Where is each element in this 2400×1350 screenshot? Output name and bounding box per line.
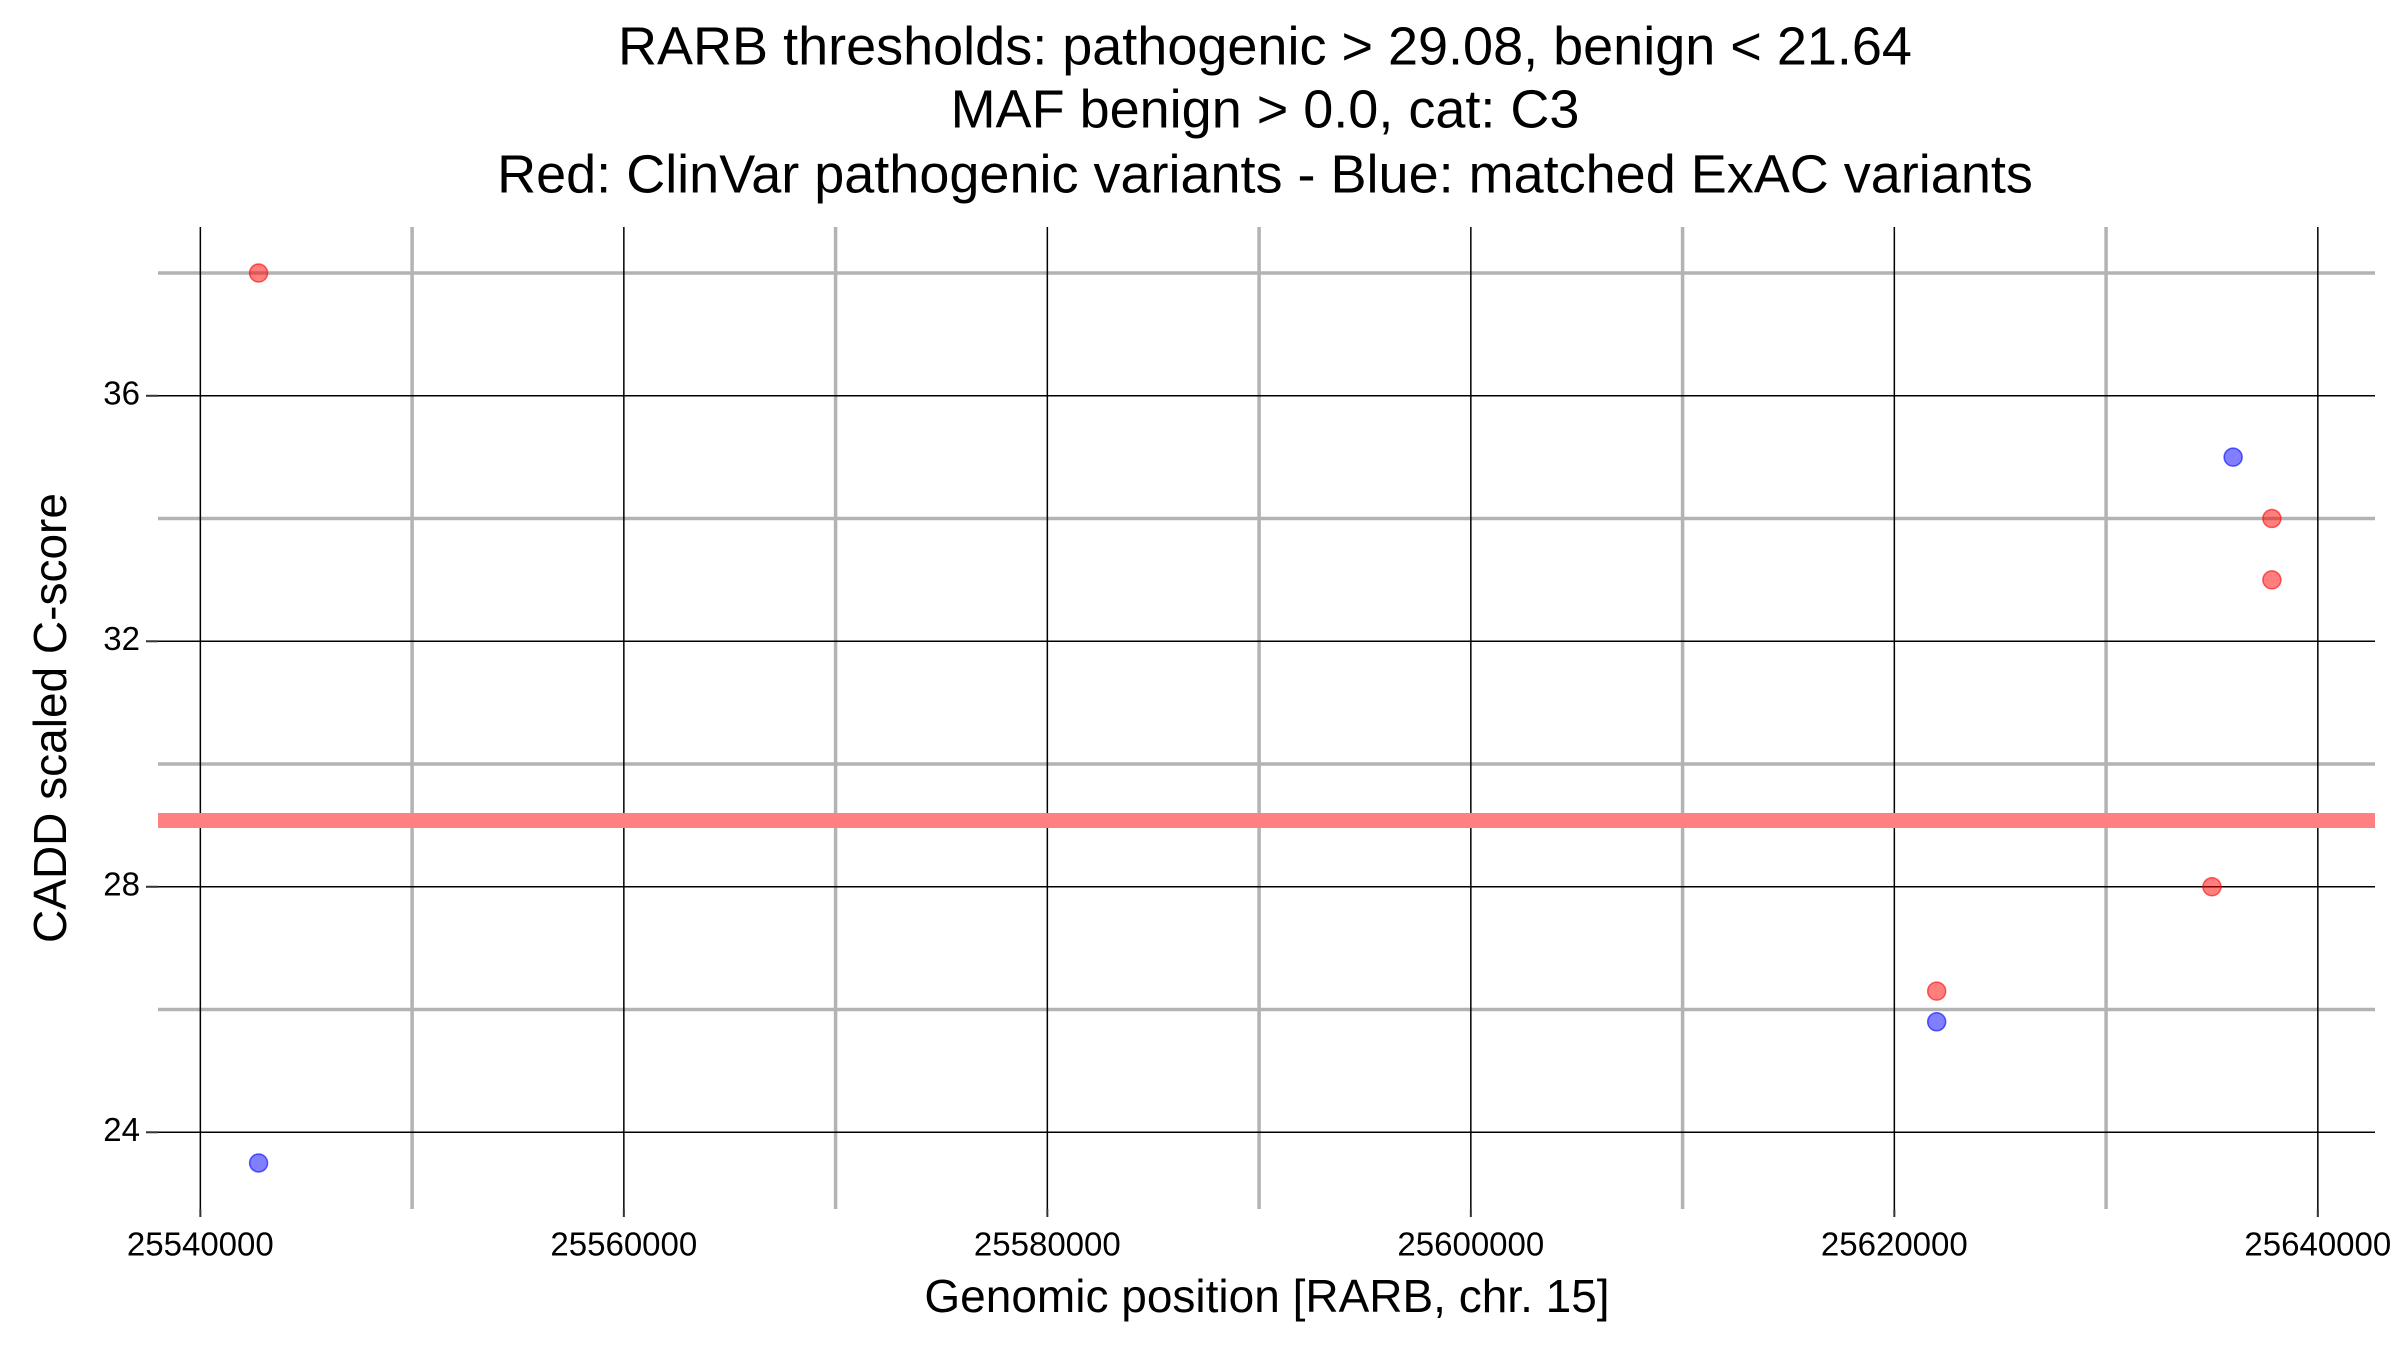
x-tick-label: 25560000 bbox=[550, 1226, 697, 1263]
point bbox=[2262, 508, 2282, 529]
point bbox=[1926, 1012, 1947, 1032]
grid bbox=[146, 227, 2375, 1217]
chart-title: RARB thresholds: pathogenic > 29.08, ben… bbox=[618, 16, 1912, 76]
x-tick-label: 25600000 bbox=[1397, 1226, 1544, 1263]
x-tick-label: 25620000 bbox=[1821, 1226, 1968, 1263]
y-tick-label: 24 bbox=[103, 1111, 140, 1148]
marks bbox=[158, 263, 2375, 1173]
y-tick-label: 36 bbox=[103, 375, 140, 412]
x-axis-title: Genomic position [RARB, chr. 15] bbox=[924, 1270, 1609, 1322]
x-tick-label: 25580000 bbox=[974, 1226, 1121, 1263]
chart-title: Red: ClinVar pathogenic variants - Blue:… bbox=[497, 144, 2033, 204]
x-tick-label: 25640000 bbox=[2244, 1226, 2391, 1263]
point bbox=[2202, 877, 2222, 897]
point bbox=[2262, 570, 2282, 590]
chart-title: MAF benign > 0.0, cat: C3 bbox=[951, 79, 1580, 139]
point bbox=[248, 263, 269, 283]
point bbox=[2223, 447, 2243, 467]
y-tick-label: 28 bbox=[103, 866, 140, 903]
y-tick-label: 32 bbox=[103, 620, 140, 657]
point bbox=[1926, 981, 1947, 1001]
x-tick-label: 25540000 bbox=[127, 1226, 274, 1263]
y-axis-title: CADD scaled C-score bbox=[24, 493, 76, 943]
point bbox=[248, 1153, 269, 1173]
